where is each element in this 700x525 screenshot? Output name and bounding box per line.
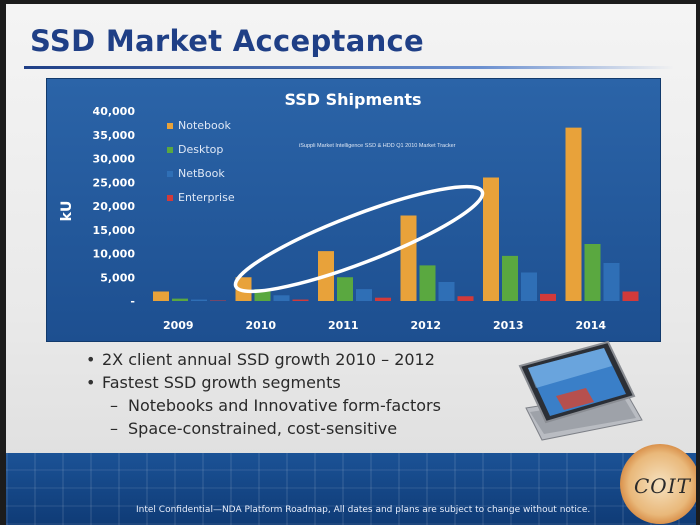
y-tick-label: 25,000: [93, 176, 136, 189]
bar-notebook-2013: [483, 177, 499, 301]
bar-desktop-2013: [502, 255, 518, 301]
bar-desktop-2010: [254, 289, 271, 301]
x-tick-label: 2014: [575, 319, 606, 332]
ssd-shipments-chart: SSD Shipments iSuppli Market Intelligence…: [59, 90, 639, 332]
bar-enterprise-2014: [622, 291, 639, 301]
y-tick-label: 40,000: [93, 105, 136, 118]
legend-swatch-enterprise: [167, 195, 173, 201]
legend-label-enterprise: Enterprise: [178, 191, 235, 204]
legend-label-netbook: NetBook: [178, 167, 225, 180]
chart-source-note: iSuppli Market Intelligence SSD & HDD Q1…: [299, 143, 456, 149]
y-tick-label: -: [130, 295, 135, 308]
bar-desktop-2009: [172, 298, 188, 301]
bar-notebook-2009: [153, 291, 169, 301]
tablet-laptop-image: [518, 340, 643, 441]
chart-panel: SSD Shipments iSuppli Market Intelligence…: [46, 78, 661, 342]
bar-netbook-2010: [273, 295, 290, 301]
x-tick-label: 2012: [410, 319, 441, 332]
bar-enterprise-2012: [457, 296, 474, 301]
y-tick-label: 5,000: [100, 271, 135, 284]
bar-enterprise-2013: [540, 293, 556, 301]
bar-netbook-2011: [356, 289, 372, 301]
bar-enterprise-2011: [375, 297, 391, 301]
bar-desktop-2012: [419, 265, 436, 301]
bullet-item: Fastest SSD growth segments: [86, 371, 441, 394]
y-tick-label: 10,000: [93, 248, 136, 261]
growth-highlight-ellipse: [233, 184, 485, 294]
y-tick-label: 30,000: [93, 153, 136, 166]
x-tick-label: 2009: [163, 319, 194, 332]
coit-logo: COIT: [620, 444, 696, 524]
bar-notebook-2012: [400, 215, 417, 301]
bullet-item: 2X client annual SSD growth 2010 – 2012: [86, 348, 441, 371]
sub-bullet-item: Space-constrained, cost-sensitive: [86, 417, 441, 440]
bar-netbook-2012: [438, 282, 455, 301]
bar-netbook-2013: [521, 272, 537, 301]
bullet-list: 2X client annual SSD growth 2010 – 2012 …: [86, 348, 441, 440]
bar-desktop-2011: [337, 277, 353, 301]
title-underline: [24, 66, 674, 69]
y-tick-label: 20,000: [93, 200, 136, 213]
legend-swatch-netbook: [167, 171, 173, 177]
bar-enterprise-2010: [292, 299, 309, 301]
x-tick-label: 2011: [328, 319, 359, 332]
legend-label-desktop: Desktop: [178, 143, 223, 156]
logo-text: COIT: [634, 474, 691, 498]
slide-title: SSD Market Acceptance: [30, 24, 424, 58]
y-axis-label: kU: [59, 201, 75, 222]
legend-swatch-desktop: [167, 147, 173, 153]
footer-band: Intel Confidential—NDA Platform Roadmap,…: [6, 453, 696, 525]
y-tick-label: 15,000: [93, 224, 136, 237]
x-tick-label: 2013: [493, 319, 524, 332]
bar-desktop-2014: [584, 244, 601, 301]
bar-netbook-2014: [603, 263, 620, 301]
legend-label-notebook: Notebook: [178, 119, 231, 132]
y-tick-label: 35,000: [93, 129, 136, 142]
slide: SSD Market Acceptance SSD Shipments iSupp…: [6, 4, 696, 525]
x-tick-label: 2010: [245, 319, 276, 332]
bar-notebook-2014: [565, 127, 582, 301]
footer-disclaimer: Intel Confidential—NDA Platform Roadmap,…: [136, 505, 591, 515]
bar-netbook-2009: [191, 299, 207, 301]
sub-bullet-item: Notebooks and Innovative form-factors: [86, 394, 441, 417]
legend-swatch-notebook: [167, 123, 173, 129]
chart-title: SSD Shipments: [284, 90, 421, 109]
footer-pattern: [6, 453, 696, 525]
